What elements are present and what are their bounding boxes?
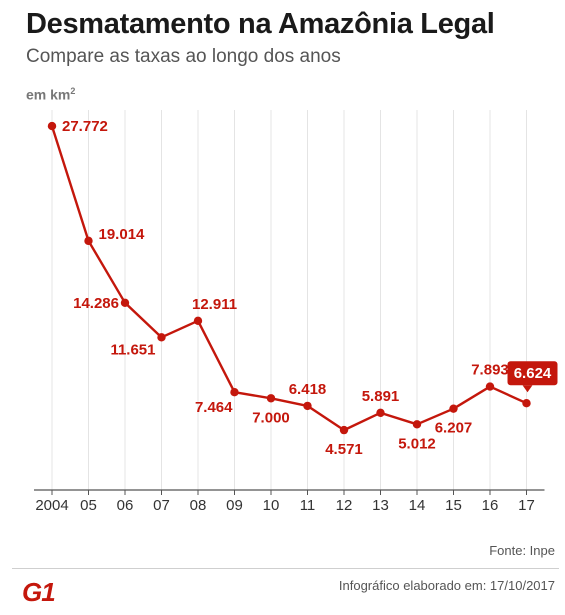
- callout-pointer: [522, 385, 533, 393]
- x-tick-label: 07: [153, 497, 170, 514]
- data-point: [193, 316, 203, 326]
- data-label: 12.911: [192, 296, 237, 313]
- data-label: 4.571: [325, 441, 363, 458]
- data-label: 7.893: [471, 362, 509, 379]
- series-line: [50, 125, 527, 432]
- data-point: [230, 387, 239, 397]
- x-tick-label: 2004: [35, 497, 68, 514]
- data-label: 6.624: [514, 365, 552, 382]
- data-label: 7.464: [195, 399, 233, 416]
- chart-title: Desmatamento na Amazônia Legal: [26, 8, 495, 40]
- data-point: [449, 404, 458, 413]
- data-point: [120, 298, 130, 308]
- unit-label: em km2: [26, 86, 75, 103]
- highlight-callout: [507, 361, 558, 386]
- data-point: [376, 408, 385, 418]
- x-tick-label: 12: [336, 497, 353, 514]
- line-chart: 2004 05 06 07 08 09 10 11 12 13 14 15 16 17 27.772 19.0…: [34, 110, 558, 514]
- chart-subtitle: Compare as taxas ao longo dos anos: [26, 46, 341, 67]
- unit-label-superscript: 2: [70, 86, 76, 96]
- data-label: 5.012: [398, 435, 436, 452]
- data-label: 6.207: [435, 420, 473, 437]
- data-point: [84, 236, 93, 246]
- x-tick-label: 06: [117, 497, 134, 514]
- data-point: [157, 333, 166, 342]
- data-label: 6.418: [289, 381, 327, 398]
- data-point: [522, 399, 531, 408]
- x-tick-label: 14: [409, 497, 426, 514]
- x-tick-label: 15: [445, 497, 462, 514]
- data-label: 14.286: [73, 295, 119, 312]
- x-tick-label: 09: [226, 497, 243, 514]
- data-point: [266, 394, 276, 403]
- x-tick-label: 08: [190, 497, 207, 514]
- unit-label-text: em km: [26, 86, 71, 103]
- data-label: 27.772: [62, 118, 108, 135]
- footer-divider: [12, 568, 559, 569]
- g1-logo-text: G1: [22, 577, 56, 607]
- data-label: 7.000: [252, 409, 290, 426]
- data-point: [485, 382, 495, 391]
- credit-note: Infográfico elaborado em: 17/10/2017: [338, 578, 555, 593]
- data-point: [303, 401, 312, 411]
- data-label: 11.651: [110, 341, 155, 358]
- x-tick-label: 10: [263, 497, 280, 514]
- data-label: 5.891: [362, 388, 400, 405]
- data-point: [339, 425, 349, 435]
- data-point: [47, 121, 57, 131]
- x-tick-label: 16: [482, 497, 499, 514]
- data-point: [412, 420, 422, 429]
- x-tick-label: 05: [80, 497, 97, 514]
- g1-logo: G1: [22, 573, 60, 607]
- data-label: 19.014: [99, 226, 146, 243]
- x-tick-label: 13: [372, 497, 389, 514]
- source-note: Fonte: Inpe: [489, 543, 555, 558]
- x-tick-label: 17: [518, 497, 535, 514]
- x-tick-label: 11: [300, 497, 316, 514]
